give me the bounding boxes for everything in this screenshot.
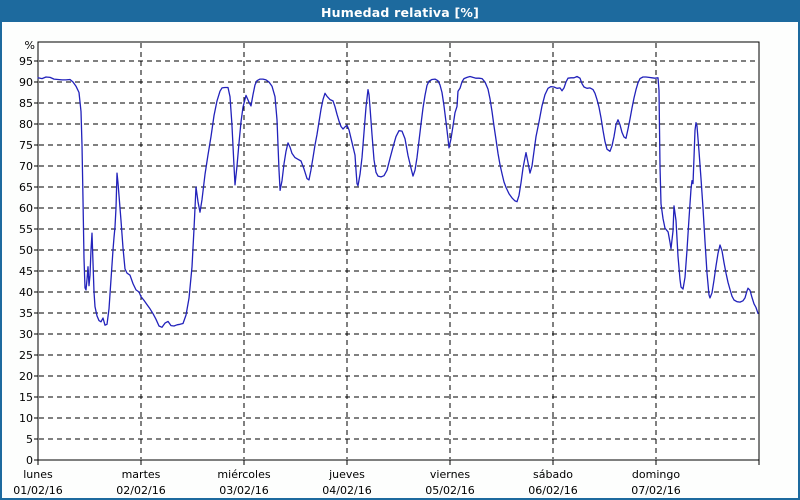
y-tick-label: 35: [19, 307, 33, 320]
plot-border: [37, 41, 760, 461]
y-tick-label: 20: [19, 370, 33, 383]
x-weekday-label: miércoles: [217, 468, 270, 481]
x-date-label: 06/02/16: [528, 484, 577, 497]
y-tick-label: 40: [19, 286, 33, 299]
x-date-label: 03/02/16: [219, 484, 268, 497]
titlebar: Humedad relativa [%]: [2, 2, 798, 22]
x-date-label: 04/02/16: [322, 484, 371, 497]
y-tick-label: 55: [19, 223, 33, 236]
humidity-chart: 0 5 10 15 20 25 30 35 40 45 50 55 60 65 70 75 80 85 90 95% l…: [13, 39, 760, 497]
y-axis-unit: %: [25, 39, 35, 52]
x-date-label: 07/02/16: [631, 484, 680, 497]
y-tick-label: 10: [19, 412, 33, 425]
y-tick-label: 25: [19, 349, 33, 362]
x-weekday-label: sábado: [533, 468, 573, 481]
y-tick-label: 70: [19, 160, 33, 173]
chart-area: 0 5 10 15 20 25 30 35 40 45 50 55 60 65 70 75 80 85 90 95% l…: [2, 22, 798, 498]
x-date-label: 05/02/16: [425, 484, 474, 497]
x-weekday-label: martes: [122, 468, 161, 481]
y-tick-label: 80: [19, 118, 33, 131]
y-tick-label: 95: [19, 55, 33, 68]
y-tick-label: 0: [26, 454, 33, 467]
axis-labels: 0 5 10 15 20 25 30 35 40 45 50 55 60 65 70 75 80 85 90 95% l…: [13, 39, 680, 497]
gridlines: [39, 43, 758, 459]
x-weekday-label: domingo: [632, 468, 680, 481]
y-tick-label: 50: [19, 244, 33, 257]
y-tick-label: 90: [19, 76, 33, 89]
x-weekday-label: jueves: [328, 468, 365, 481]
x-date-label: 01/02/16: [13, 484, 62, 497]
y-tick-label: 85: [19, 97, 33, 110]
humidity-line: [37, 75, 759, 328]
y-tick-label: 15: [19, 391, 33, 404]
y-tick-label: 65: [19, 181, 33, 194]
y-tick-label: 60: [19, 202, 33, 215]
axis-ticks: [34, 60, 760, 465]
plot-background: [38, 42, 759, 460]
y-tick-label: 30: [19, 328, 33, 341]
y-tick-label: 45: [19, 265, 33, 278]
y-tick-label: 5: [26, 433, 33, 446]
y-tick-label: 75: [19, 139, 33, 152]
x-weekday-label: viernes: [430, 468, 470, 481]
x-weekday-label: lunes: [23, 468, 53, 481]
chart-title: Humedad relativa [%]: [320, 4, 480, 20]
x-date-label: 02/02/16: [116, 484, 165, 497]
